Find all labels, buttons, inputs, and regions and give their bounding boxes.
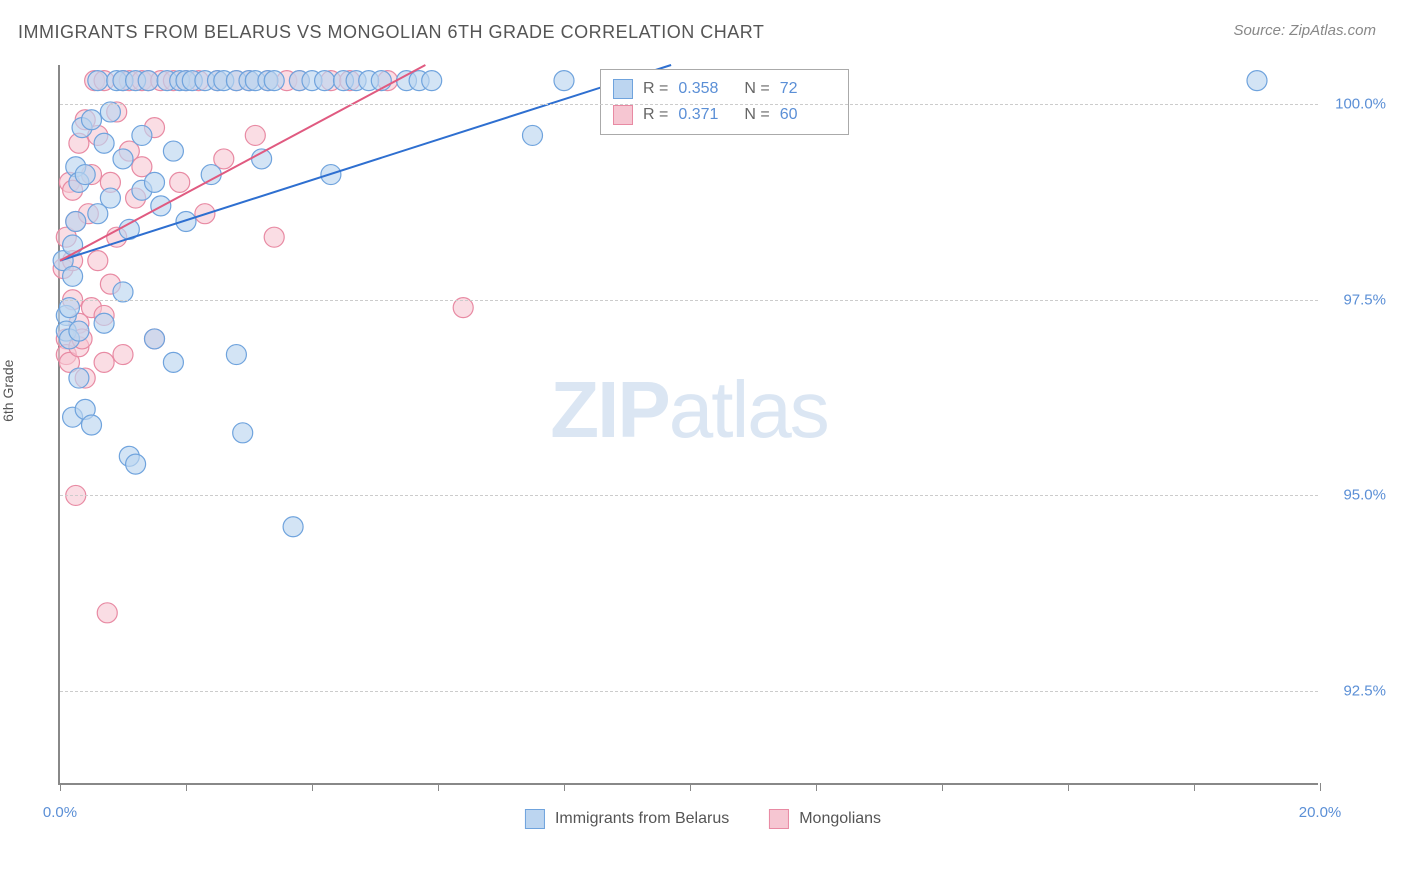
- legend-r-label: R =: [643, 80, 668, 98]
- legend-n-value: 72: [780, 80, 836, 98]
- scatter-point: [88, 251, 108, 271]
- scatter-point: [138, 71, 158, 91]
- scatter-point: [201, 165, 221, 185]
- scatter-point: [1247, 71, 1267, 91]
- correlation-legend: R = 0.358 N = 72 R = 0.371 N = 60: [600, 69, 849, 135]
- x-tick: [816, 783, 817, 791]
- source-attribution: Source: ZipAtlas.com: [1233, 22, 1376, 39]
- legend-label: Mongolians: [799, 810, 881, 828]
- scatter-point: [97, 603, 117, 623]
- x-tick: [1068, 783, 1069, 791]
- y-tick-label: 92.5%: [1343, 683, 1386, 700]
- scatter-point: [126, 454, 146, 474]
- scatter-point: [113, 149, 133, 169]
- y-tick-label: 97.5%: [1343, 291, 1386, 308]
- scatter-point: [264, 71, 284, 91]
- scatter-point: [163, 352, 183, 372]
- plot-area: ZIPatlas R =0.358N =72R =0.371N =60 92.5…: [58, 65, 1318, 785]
- chart-title: IMMIGRANTS FROM BELARUS VS MONGOLIAN 6TH…: [18, 22, 764, 43]
- x-tick-label: 20.0%: [1299, 804, 1342, 821]
- x-tick: [690, 783, 691, 791]
- scatter-point: [88, 71, 108, 91]
- scatter-point: [264, 227, 284, 247]
- x-tick: [312, 783, 313, 791]
- scatter-point: [69, 321, 89, 341]
- scatter-point: [245, 125, 265, 145]
- y-tick-label: 95.0%: [1343, 487, 1386, 504]
- x-tick: [564, 783, 565, 791]
- scatter-point: [132, 125, 152, 145]
- plot-svg: [60, 65, 1318, 783]
- scatter-point: [66, 212, 86, 232]
- gridline: [60, 495, 1318, 496]
- x-tick: [60, 783, 61, 791]
- legend-n-value: 60: [780, 106, 836, 124]
- scatter-point: [100, 188, 120, 208]
- scatter-point: [82, 415, 102, 435]
- legend-swatch: [769, 809, 789, 829]
- legend-n-label: N =: [744, 80, 769, 98]
- scatter-point: [283, 517, 303, 537]
- scatter-point: [94, 313, 114, 333]
- legend-row: R = 0.371 N = 60: [613, 102, 836, 128]
- legend-item: Mongolians: [769, 809, 881, 829]
- legend-swatch: [613, 79, 633, 99]
- x-tick: [1194, 783, 1195, 791]
- scatter-point: [69, 368, 89, 388]
- scatter-point: [63, 266, 83, 286]
- scatter-point: [82, 110, 102, 130]
- legend-r-label: R =: [643, 106, 668, 124]
- scatter-point: [113, 345, 133, 365]
- legend-r-value: 0.358: [678, 80, 734, 98]
- chart-container: 6th Grade ZIPatlas R =0.358N =72R =0.371…: [18, 55, 1388, 835]
- scatter-point: [226, 345, 246, 365]
- scatter-point: [315, 71, 335, 91]
- scatter-point: [554, 71, 574, 91]
- x-tick: [438, 783, 439, 791]
- scatter-point: [94, 352, 114, 372]
- x-tick: [1320, 783, 1321, 791]
- y-axis-label: 6th Grade: [0, 360, 16, 422]
- scatter-point: [163, 141, 183, 161]
- scatter-point: [145, 172, 165, 192]
- gridline: [60, 300, 1318, 301]
- legend-n-label: N =: [744, 106, 769, 124]
- scatter-point: [422, 71, 442, 91]
- legend-label: Immigrants from Belarus: [555, 810, 729, 828]
- x-tick: [186, 783, 187, 791]
- legend-swatch: [525, 809, 545, 829]
- legend-r-value: 0.371: [678, 106, 734, 124]
- gridline: [60, 691, 1318, 692]
- x-tick: [942, 783, 943, 791]
- scatter-point: [170, 172, 190, 192]
- legend-swatch: [613, 105, 633, 125]
- x-tick-label: 0.0%: [43, 804, 77, 821]
- scatter-point: [94, 133, 114, 153]
- legend-item: Immigrants from Belarus: [525, 809, 729, 829]
- scatter-point: [145, 329, 165, 349]
- gridline: [60, 104, 1318, 105]
- y-tick-label: 100.0%: [1335, 96, 1386, 113]
- series-legend: Immigrants from Belarus Mongolians: [525, 809, 881, 829]
- scatter-point: [233, 423, 253, 443]
- legend-row: R = 0.358 N = 72: [613, 76, 836, 102]
- scatter-point: [75, 165, 95, 185]
- scatter-point: [63, 235, 83, 255]
- scatter-point: [523, 125, 543, 145]
